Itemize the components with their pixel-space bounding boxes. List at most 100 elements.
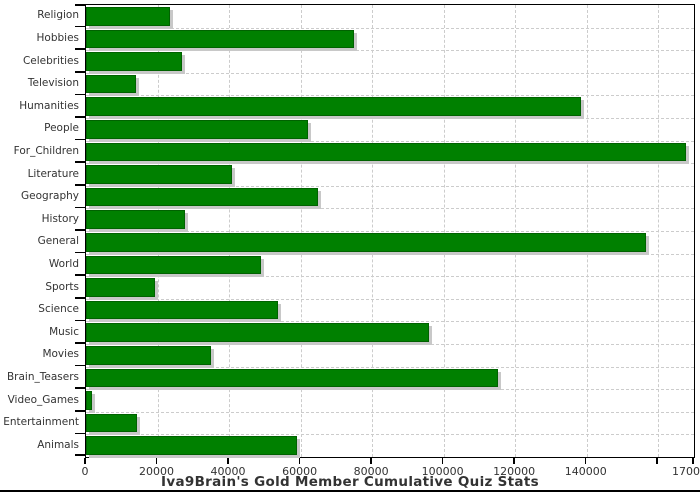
- y-axis-tick: [75, 48, 85, 50]
- horizontal-gridline: [86, 163, 694, 165]
- bar-general: [86, 233, 646, 252]
- y-axis-label: Hobbies: [36, 31, 80, 44]
- x-axis-tick: [84, 457, 86, 464]
- horizontal-gridline: [86, 50, 694, 52]
- y-axis-label: Television: [27, 77, 79, 90]
- y-axis-label: People: [44, 122, 79, 135]
- horizontal-gridline: [86, 72, 694, 74]
- horizontal-gridline: [86, 366, 694, 368]
- bar-geography: [86, 187, 319, 207]
- x-axis-tick: [584, 457, 587, 464]
- bar-people: [86, 120, 308, 139]
- horizontal-gridline: [86, 208, 694, 210]
- x-axis-tick-label: 100000: [421, 465, 464, 478]
- x-axis-tick-label: 0: [81, 465, 89, 478]
- horizontal-gridline: [86, 344, 694, 345]
- y-axis-tick: [75, 161, 85, 163]
- x-axis-tick: [656, 457, 658, 464]
- x-axis-tick: [441, 457, 444, 464]
- x-axis-tick-label: 120000: [493, 465, 536, 478]
- x-axis-tick-label: 80000: [353, 465, 389, 478]
- y-axis-label: Animals: [37, 438, 79, 451]
- y-axis-label: Video_Games: [7, 393, 79, 406]
- horizontal-gridline: [86, 253, 694, 255]
- bar-world: [86, 255, 261, 275]
- bar-music: [86, 323, 430, 342]
- y-axis-label: Sports: [45, 280, 79, 293]
- horizontal-gridline: [86, 411, 694, 413]
- horizontal-gridline: [86, 185, 694, 187]
- x-axis-tick: [370, 457, 372, 464]
- y-axis-tick: [75, 364, 85, 367]
- bar-entertainment: [86, 413, 138, 433]
- x-axis-tick: [692, 457, 694, 464]
- chart-title: Iva9Brain's Gold Member Cumulative Quiz …: [161, 474, 539, 490]
- plot-area: [85, 4, 695, 458]
- y-axis-label: Entertainment: [3, 416, 79, 429]
- y-axis-tick: [75, 319, 85, 322]
- y-axis-label: World: [48, 257, 79, 270]
- y-axis-tick: [75, 342, 85, 344]
- bar-literature: [86, 165, 233, 184]
- horizontal-gridline: [86, 27, 694, 29]
- bar-hobbies: [86, 29, 355, 49]
- horizontal-gridline: [86, 118, 694, 119]
- bar-science: [86, 300, 278, 320]
- y-axis-tick: [75, 138, 85, 141]
- x-axis-tick: [298, 457, 301, 464]
- horizontal-gridline: [86, 321, 694, 323]
- y-axis-tick: [75, 387, 85, 389]
- x-axis-tick-label: 140000: [564, 465, 607, 478]
- y-axis-tick: [75, 71, 85, 73]
- bottom-divider: [0, 490, 700, 492]
- y-axis-tick: [75, 297, 85, 299]
- bar-video_games: [86, 391, 92, 410]
- y-axis-label: Literature: [27, 167, 79, 180]
- x-axis-tick: [227, 457, 229, 464]
- horizontal-gridline: [86, 434, 694, 436]
- y-axis-tick: [75, 116, 85, 118]
- bar-brain_teasers: [86, 368, 499, 388]
- y-axis-label: Science: [38, 303, 79, 316]
- y-axis-label: Movies: [42, 348, 79, 361]
- bar-humanities: [86, 97, 581, 116]
- y-axis-tick: [75, 274, 85, 276]
- bar-movies: [86, 346, 211, 365]
- y-axis-label: Religion: [37, 9, 79, 22]
- y-axis-label: History: [41, 212, 79, 225]
- horizontal-gridline: [86, 389, 694, 391]
- horizontal-gridline: [86, 298, 694, 300]
- y-axis-tick: [75, 229, 85, 231]
- y-axis-label: General: [37, 235, 79, 248]
- y-axis-tick: [75, 4, 85, 6]
- bar-animals: [86, 436, 297, 455]
- bar-history: [86, 210, 186, 229]
- y-axis-tick: [75, 454, 85, 456]
- y-axis-tick: [75, 184, 85, 186]
- y-axis-tick: [75, 410, 85, 412]
- x-axis-tick-label: 170000: [672, 465, 700, 478]
- y-axis-label: Music: [49, 325, 79, 338]
- bar-sports: [86, 278, 156, 297]
- bar-for_children: [86, 142, 686, 162]
- x-axis-tick-label: 60000: [282, 465, 318, 478]
- x-axis-tick: [155, 457, 158, 464]
- bar-religion: [86, 7, 171, 26]
- bar-celebrities: [86, 52, 182, 71]
- bar-television: [86, 74, 137, 94]
- y-axis-tick: [75, 206, 85, 209]
- horizontal-gridline: [86, 140, 694, 142]
- y-axis-tick: [75, 25, 85, 28]
- y-axis-tick: [75, 251, 85, 254]
- y-axis-label: Humanities: [19, 99, 79, 112]
- horizontal-gridline: [86, 231, 694, 232]
- x-axis-tick: [513, 457, 515, 464]
- y-axis-label: Brain_Teasers: [6, 370, 79, 383]
- y-axis-label: Celebrities: [22, 54, 79, 67]
- y-axis-label: Geography: [21, 190, 79, 203]
- x-axis-tick-label: 40000: [210, 465, 246, 478]
- horizontal-gridline: [86, 95, 694, 97]
- y-axis-label: For_Children: [13, 144, 79, 157]
- horizontal-gridline: [86, 276, 694, 278]
